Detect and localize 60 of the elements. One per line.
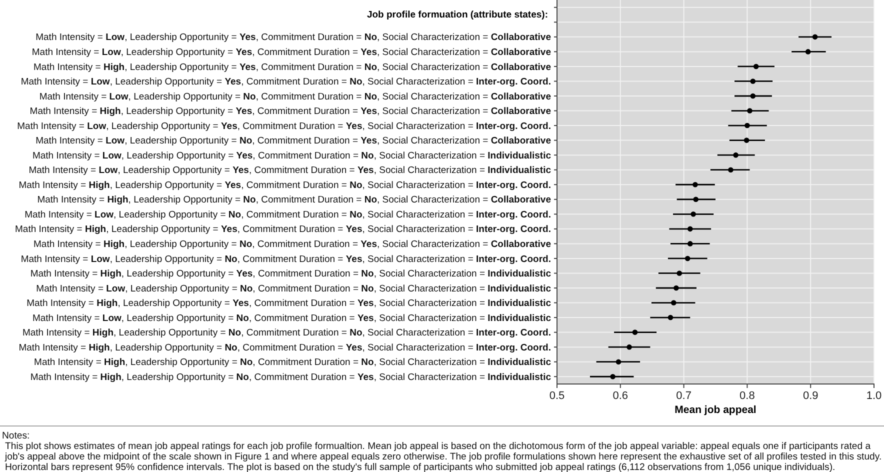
x-tick-label: 0.9 <box>802 390 818 402</box>
x-tick-label: 0.5 <box>549 390 565 402</box>
x-tick-label: 0.7 <box>676 390 692 402</box>
category-label: Math Intensity = Low, Leadership Opportunity = Yes, Commitment Duration = Yes, Social Characterization = Collaborative <box>32 47 551 58</box>
category-label: Math Intensity = High, Leadership Opportunity = Yes, Commitment Duration = Yes, Social Characterization = Individualistic <box>26 298 551 310</box>
point <box>674 285 679 291</box>
category-label: Math Intensity = Low, Leadership Opportunity = Yes, Commitment Duration = No, Social Characterization = Collaborative <box>36 32 551 44</box>
point <box>693 196 698 202</box>
point <box>668 314 674 320</box>
category-label: Math Intensity = High, Leadership Opportunity = No, Commitment Duration = Yes, Social Characterization = Individualistic <box>30 372 551 383</box>
point <box>733 152 738 158</box>
category-label: Math Intensity = High, Leadership Opportunity = Yes, Commitment Duration = No, Social Characterization = Inter-org. Coord. <box>18 180 551 191</box>
category-label: Math Intensity = Low, Leadership Opportunity = Yes, Commitment Duration = Yes, Social Characterization = Individualistic <box>28 165 551 176</box>
x-tick-label: 0.8 <box>740 390 755 402</box>
point <box>747 108 752 114</box>
category-label: Math Intensity = High, Leadership Opportunity = No, Commitment Duration = Yes, Social Characterization = Inter-org. Coord. <box>18 342 551 354</box>
category-label: Math Intensity = High, Leadership Opportunity = Yes, Commitment Duration = No, Social Characterization = Individualistic <box>30 268 551 280</box>
point <box>684 256 690 262</box>
category-label: Math Intensity = Low, Leadership Opportunity = No, Commitment Duration = Yes, Social Characterization = Individualistic <box>32 312 551 324</box>
point <box>676 270 682 276</box>
text: This plot shows estimates of mean job appeal ratings for each job profile formualtion. Mean job appeal is based on the dichotomous form of the job appeal variable: appeal equals one if participants rated a <box>5 440 872 452</box>
point <box>632 330 638 335</box>
point <box>671 300 676 306</box>
point <box>728 167 734 172</box>
point <box>692 182 698 188</box>
category-label: Math Intensity = High, Leadership Opportunity = No, Commitment Duration = No, Social Characterization = Inter-org. Coord. <box>22 328 551 339</box>
point <box>687 226 693 232</box>
point <box>812 34 818 40</box>
point <box>744 138 750 143</box>
point <box>687 241 693 246</box>
text: Notes: <box>2 430 30 442</box>
point <box>753 64 759 70</box>
category-label: Math Intensity = Low, Leadership Opportunity = No, Commitment Duration = Yes, Social Characterization = Collaborative <box>36 136 551 147</box>
point <box>610 374 616 380</box>
category-label: Math Intensity = Low, Leadership Opportunity = No, Commitment Duration = No, Social Characterization = Collaborative <box>39 91 551 102</box>
category-label: Math Intensity = High, Leadership Opportunity = No, Commitment Duration = Yes, Social Characterization = Collaborative <box>34 239 551 250</box>
category-label: Math Intensity = Low, Leadership Opportunity = Yes, Commitment Duration = No, Social Characterization = Individualistic <box>32 150 551 162</box>
category-label: Math Intensity = Low, Leadership Opportunity = No, Commitment Duration = No, Social Characterization = Individualistic <box>36 283 551 294</box>
point <box>616 359 622 364</box>
category-label: Math Intensity = High, Leadership Opportunity = Yes, Commitment Duration = No, Social Characterization = Collaborative <box>34 62 551 73</box>
text: Horizontal bars represent 95% confidence intervals. The plot is based on the study's full sample of participants who submitted job appeal ratings (6,112 observations from 1,056 unique individuals). <box>5 462 836 472</box>
category-label: Math Intensity = High, Leadership Opportunity = Yes, Commitment Duration = Yes, Social Characterization = Inter-org. Coord. <box>15 224 551 236</box>
category-label: Math Intensity = Low, Leadership Opportunity = Yes, Commitment Duration = No, Social Characterization = Inter-org. Coord. <box>20 76 551 88</box>
category-label: Math Intensity = Low, Leadership Opportunity = No, Commitment Duration = Yes, Social Characterization = Inter-org. Coord. <box>20 254 551 265</box>
text: job's appeal above the midpoint of the scale shown in Figure 1 and where appeal equals zero otherwise. The job profile formulations shown here represent the exhaustive set of all profiles tested in this study. <box>4 451 882 462</box>
point <box>626 344 632 350</box>
y-axis-title: Job profile formuation (attribute states): <box>366 9 548 20</box>
point <box>744 122 750 128</box>
point <box>690 212 696 217</box>
x-axis-title: Mean job appeal <box>674 404 756 416</box>
category-label: Math Intensity = Low, Leadership Opportunity = No, Commitment Duration = No, Social Characterization = Inter-org. Coord. <box>24 209 551 220</box>
category-label: Math Intensity = High, Leadership Opportunity = No, Commitment Duration = No, Social Characterization = Individualistic <box>34 357 551 368</box>
category-label: Math Intensity = High, Leadership Opportunity = Yes, Commitment Duration = Yes, Social Characterization = Collaborative <box>30 106 551 118</box>
x-tick-label: 0.6 <box>612 390 628 402</box>
category-label: Math Intensity = Low, Leadership Opportunity = Yes, Commitment Duration = Yes, Social Characterization = Inter-org. Coord. <box>17 120 551 132</box>
x-tick-label: 1.0 <box>866 390 882 402</box>
point <box>750 78 756 84</box>
point <box>805 49 811 54</box>
point <box>750 93 756 99</box>
category-label: Math Intensity = High, Leadership Opportunity = No, Commitment Duration = No, Social Characterization = Collaborative <box>37 194 551 206</box>
